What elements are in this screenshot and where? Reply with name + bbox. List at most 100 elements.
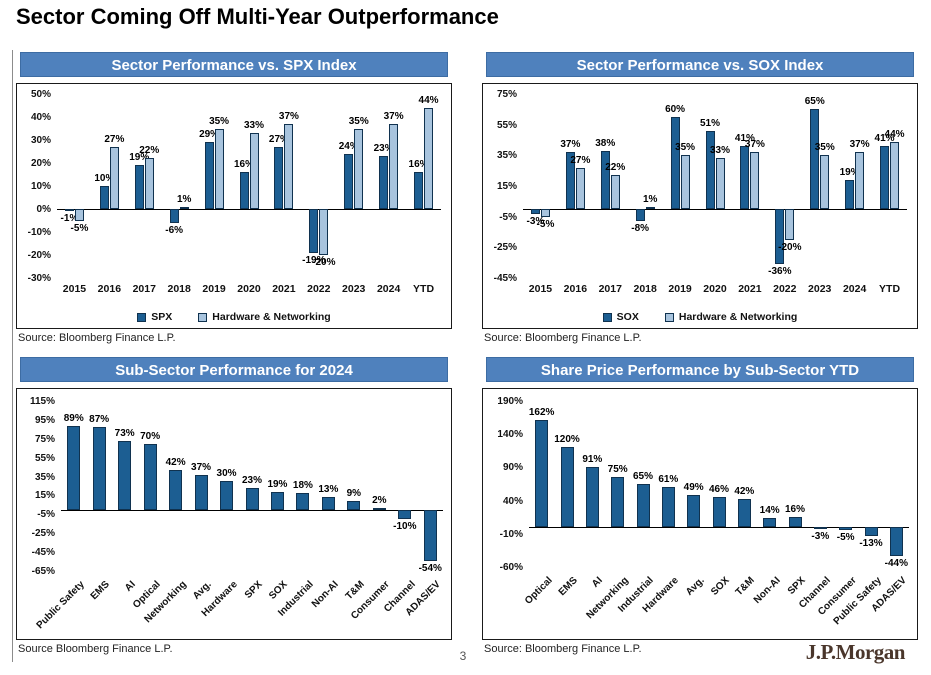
bar-value-label: 37% <box>744 139 765 151</box>
bar <box>890 141 900 209</box>
bar <box>864 527 878 536</box>
panel-header-subsector-ytd: Share Price Performance by Sub-Sector YT… <box>486 357 914 382</box>
chart-box-spx: 50% 40% 30% 20% 10% 0% -10% -20% -30% -1% 10% 19% -6… <box>16 83 452 329</box>
bar <box>245 487 259 510</box>
x-axis-label: 2015 <box>62 283 87 295</box>
bar <box>687 494 701 528</box>
x-axis-label: 2022 <box>307 283 331 295</box>
bar-value-label: -5% <box>536 218 555 230</box>
bar-value-label: 75% <box>607 464 628 476</box>
y-axis-tick: -5% <box>37 509 55 521</box>
bar-value-label: 22% <box>605 162 626 174</box>
y-axis-tick: 0% <box>36 204 51 215</box>
bar <box>99 186 109 209</box>
y-axis-tick: -25% <box>31 528 55 540</box>
bar <box>239 172 249 209</box>
x-axis-label: Non-AI <box>310 579 342 610</box>
bar <box>855 152 865 209</box>
bar <box>74 209 84 221</box>
x-axis-line <box>529 527 909 529</box>
bar-value-label: 19% <box>267 478 288 490</box>
y-axis-tick: 40% <box>30 112 51 123</box>
bar-value-label: -20% <box>312 257 336 268</box>
x-axis-line <box>523 209 907 210</box>
bar-value-label: 46% <box>708 483 729 495</box>
bar-value-label: 44% <box>884 128 905 140</box>
bar-value-label: -44% <box>884 558 908 570</box>
bar <box>785 209 795 240</box>
bar-value-label: 13% <box>318 484 339 496</box>
bar-value-label: 9% <box>346 488 362 500</box>
y-axis-tick: 95% <box>34 414 55 426</box>
bar <box>423 509 437 561</box>
bar-value-label: -19% <box>302 254 326 266</box>
legend-item: SOX <box>602 311 639 323</box>
bar <box>214 128 224 209</box>
bar <box>92 427 106 510</box>
bar-value-label: 35% <box>209 115 230 127</box>
bar <box>645 207 655 210</box>
x-axis-label: YTD <box>413 283 435 295</box>
bar-value-label: 1% <box>176 193 192 205</box>
y-axis-tick: -60% <box>499 562 523 573</box>
y-axis-tick: -10% <box>499 528 523 540</box>
panel-subsector-2024: Sub-Sector Performance for 2024 115% 95% 7… <box>16 357 452 655</box>
bar <box>143 443 157 510</box>
y-axis-tick: -45% <box>493 273 517 284</box>
chart-box-sox: 75% 55% 35% 15% -5% -25% -45% -3% 37% 38% -8% 60% 51… <box>482 83 918 329</box>
bar-value-label: 27% <box>104 133 125 145</box>
legend-label: SPX <box>151 311 173 323</box>
x-axis-label: AI <box>590 575 606 590</box>
x-axis-label: EMS <box>556 575 580 599</box>
bar-value-label: 35% <box>814 142 835 154</box>
bar-value-label: 10% <box>94 173 115 184</box>
x-axis-label: 2024 <box>842 283 867 295</box>
bar-value-label: -5% <box>70 222 89 234</box>
panel-spx: Sector Performance vs. SPX Index 50% 40% 3… <box>16 52 452 344</box>
bar <box>880 146 890 209</box>
source-note-spx: Source: Bloomberg Finance L.P. <box>18 332 176 344</box>
charts-grid: Sector Performance vs. SPX Index 50% 40% 3… <box>16 52 918 655</box>
x-axis-label: 2023 <box>808 283 832 295</box>
legend-swatch-light <box>198 312 208 322</box>
bar <box>712 496 726 528</box>
bar <box>309 209 319 253</box>
bar <box>169 469 183 510</box>
bar-value-label: 42% <box>734 486 755 498</box>
chart-box-subsector-2024: 115% 95% 75% 55% 35% 15% -5% -25% -45% -65% 89% 87%… <box>16 388 452 640</box>
bar <box>845 179 855 209</box>
bar <box>389 123 399 209</box>
bar-value-label: 61% <box>658 473 679 485</box>
bar-value-label: 22% <box>139 145 160 157</box>
y-axis-tick: 15% <box>496 181 517 192</box>
bar-value-label: 37% <box>278 110 299 122</box>
y-axis-tick: 55% <box>496 119 517 131</box>
x-axis-label: EMS <box>88 579 112 603</box>
bar <box>144 158 154 209</box>
bar <box>530 209 540 214</box>
bar <box>220 481 234 510</box>
x-axis-label: AI <box>122 579 138 594</box>
panel-sox: Sector Performance vs. SOX Index 75% 55% 3… <box>482 52 918 344</box>
bar <box>319 209 329 255</box>
x-axis-label: 2018 <box>633 283 657 295</box>
legend-label: Hardware & Networking <box>678 311 798 323</box>
y-axis-tick: 10% <box>30 181 51 192</box>
bar-value-label: 41% <box>734 133 755 145</box>
bar-value-label: 35% <box>348 115 369 127</box>
bar-value-label: -54% <box>418 562 442 574</box>
bar-value-label: 37% <box>560 139 581 151</box>
x-axis-label: Avg. <box>683 575 707 598</box>
bar-value-label: 70% <box>140 430 161 442</box>
bar-value-label: 37% <box>383 110 404 122</box>
bar <box>540 209 550 217</box>
bar <box>372 507 386 510</box>
bar-value-label: 41% <box>874 133 895 145</box>
y-axis-tick: -20% <box>27 250 51 261</box>
bar <box>715 158 725 209</box>
x-axis-label: 2019 <box>202 283 226 295</box>
bar <box>321 497 335 510</box>
page-number: 3 <box>459 649 467 663</box>
x-axis-label: 2021 <box>272 283 296 295</box>
y-axis-tick: -10% <box>27 227 51 238</box>
